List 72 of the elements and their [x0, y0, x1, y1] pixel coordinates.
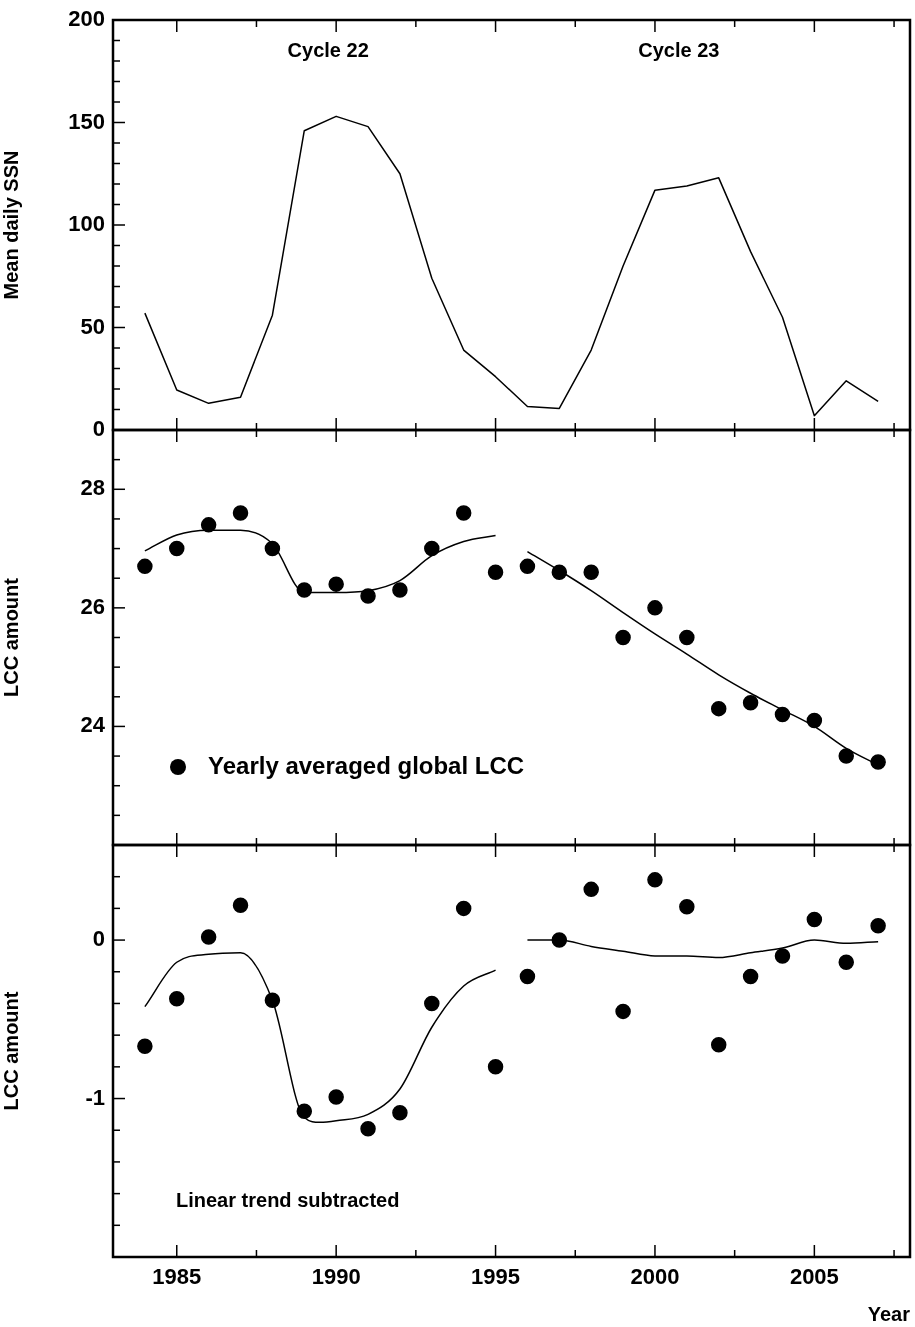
point — [679, 899, 695, 915]
point — [296, 1103, 313, 1119]
x-tick-label: 2000 — [630, 1264, 680, 1290]
point — [615, 629, 631, 646]
point — [296, 582, 313, 598]
point — [360, 588, 376, 604]
point — [455, 505, 472, 521]
point — [424, 540, 440, 557]
x-tick-label: 1985 — [152, 1264, 202, 1290]
point — [232, 505, 249, 521]
point — [551, 932, 568, 948]
point — [519, 558, 536, 575]
y-tick-label: 50 — [80, 313, 105, 339]
point — [806, 712, 823, 729]
point — [583, 564, 599, 581]
point — [647, 872, 663, 888]
point — [551, 564, 568, 581]
point — [232, 897, 249, 913]
point — [392, 582, 408, 598]
point — [583, 881, 599, 898]
y-axis-title: LCC amount — [0, 991, 22, 1111]
x-axis-title: Year — [867, 1302, 911, 1325]
point — [742, 694, 759, 711]
point — [264, 992, 281, 1009]
y-tick-label: 150 — [68, 108, 105, 134]
point — [424, 995, 440, 1012]
y-tick-label: 0 — [92, 416, 105, 442]
annotation: Cycle 23 — [638, 38, 720, 61]
point — [137, 1038, 153, 1054]
point — [710, 1036, 727, 1053]
point — [264, 540, 281, 557]
y-tick-label: 200 — [68, 6, 105, 32]
point — [519, 968, 536, 985]
line-series — [144, 952, 497, 1124]
point — [392, 1105, 408, 1121]
point — [169, 540, 185, 557]
y-tick-label: 100 — [68, 211, 105, 237]
point — [328, 1089, 344, 1105]
y-tick-label: 26 — [80, 593, 105, 619]
x-tick-label: 1990 — [311, 1264, 361, 1290]
point — [774, 706, 791, 723]
point — [169, 990, 185, 1007]
point — [647, 600, 663, 616]
point — [774, 948, 791, 964]
y-tick-label: 28 — [80, 475, 105, 501]
annotation: Linear trend subtracted — [176, 1188, 400, 1211]
point — [200, 517, 217, 533]
point — [870, 918, 886, 934]
point — [806, 911, 823, 928]
point — [137, 558, 153, 575]
annotation: Cycle 22 — [287, 38, 369, 61]
point — [838, 954, 854, 971]
point — [615, 1003, 631, 1020]
point — [487, 564, 504, 581]
y-axis-title: Mean daily SSN — [0, 150, 22, 300]
point — [200, 929, 217, 945]
point — [710, 700, 727, 717]
y-axis-title: LCC amount — [0, 577, 22, 697]
point — [679, 629, 695, 646]
point — [455, 900, 472, 917]
x-tick-label: 2005 — [789, 1264, 839, 1290]
y-tick-label: 0 — [92, 926, 105, 952]
y-tick-label: 24 — [80, 712, 106, 738]
point — [870, 754, 886, 770]
x-tick-label: 1995 — [471, 1264, 521, 1290]
point — [838, 748, 854, 764]
legend-label: Yearly averaged global LCC — [208, 751, 525, 779]
point — [487, 1059, 504, 1075]
y-tick-label: -1 — [85, 1084, 105, 1110]
point — [360, 1120, 376, 1137]
point — [328, 576, 344, 592]
point — [742, 968, 759, 985]
